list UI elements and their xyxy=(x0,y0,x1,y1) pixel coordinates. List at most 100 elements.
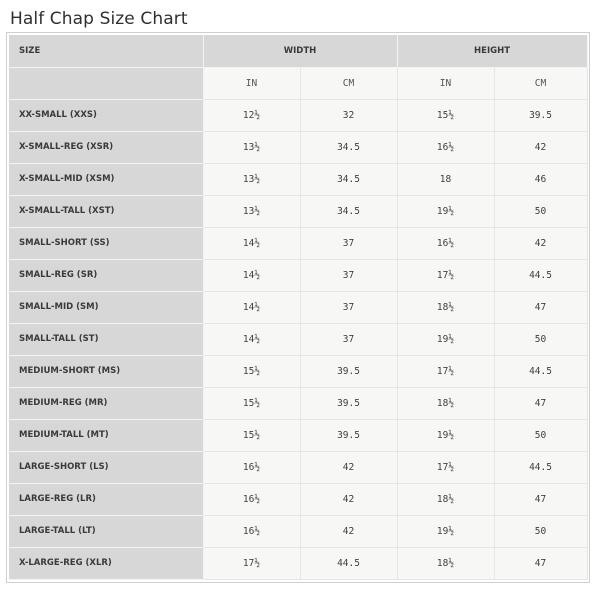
height-in-cell: 17½ xyxy=(397,259,495,292)
height-in-cell: 16½ xyxy=(397,131,495,164)
table-row: X-LARGE-REG (XLR) 17½ 44.5 18½ 47 xyxy=(9,547,588,580)
height-cm-cell: 50 xyxy=(494,323,588,356)
height-cm-cell: 39.5 xyxy=(494,99,588,132)
width-in-cell: 14½ xyxy=(203,259,301,292)
height-cm-cell: 47 xyxy=(494,291,588,324)
size-rows: XX-SMALL (XXS) 12½ 32 15½ 39.5 X-SMALL-REG (X… xyxy=(9,99,588,580)
size-cell: X-LARGE-REG (XLR) xyxy=(9,547,204,580)
width-in-cell: 16½ xyxy=(203,451,301,484)
table-row: X-SMALL-MID (XSM) 13½ 34.5 18 46 xyxy=(9,163,588,196)
header-row: SIZE WIDTH HEIGHT xyxy=(9,35,588,68)
height-in-cell: 18 xyxy=(397,163,495,196)
size-cell: SMALL-MID (SM) xyxy=(9,291,204,324)
height-cm-header: CM xyxy=(494,67,588,100)
table-row: X-SMALL-REG (XSR) 13½ 34.5 16½ 42 xyxy=(9,131,588,164)
width-column-header: WIDTH xyxy=(203,35,398,68)
width-cm-cell: 37 xyxy=(300,323,398,356)
width-in-cell: 16½ xyxy=(203,515,301,548)
height-in-header: IN xyxy=(397,67,495,100)
height-in-cell: 17½ xyxy=(397,451,495,484)
height-in-cell: 17½ xyxy=(397,355,495,388)
width-in-cell: 12½ xyxy=(203,99,301,132)
table-row: SMALL-REG (SR) 14½ 37 17½ 44.5 xyxy=(9,259,588,292)
height-in-cell: 19½ xyxy=(397,323,495,356)
height-cm-cell: 46 xyxy=(494,163,588,196)
size-cell: MEDIUM-SHORT (MS) xyxy=(9,355,204,388)
height-cm-cell: 50 xyxy=(494,195,588,228)
width-in-cell: 15½ xyxy=(203,355,301,388)
unit-header-row: IN CM IN CM xyxy=(9,67,588,100)
width-in-cell: 14½ xyxy=(203,323,301,356)
height-in-cell: 18½ xyxy=(397,547,495,580)
size-column-header: SIZE xyxy=(9,35,204,68)
table-row: LARGE-TALL (LT) 16½ 42 19½ 50 xyxy=(9,515,588,548)
width-in-cell: 15½ xyxy=(203,419,301,452)
height-in-cell: 18½ xyxy=(397,483,495,516)
table-row: XX-SMALL (XXS) 12½ 32 15½ 39.5 xyxy=(9,99,588,132)
width-cm-cell: 42 xyxy=(300,483,398,516)
table-row: SMALL-TALL (ST) 14½ 37 19½ 50 xyxy=(9,323,588,356)
height-in-cell: 15½ xyxy=(397,99,495,132)
height-column-header: HEIGHT xyxy=(397,35,588,68)
height-cm-cell: 50 xyxy=(494,515,588,548)
width-in-cell: 14½ xyxy=(203,227,301,260)
size-cell: SMALL-REG (SR) xyxy=(9,259,204,292)
width-in-cell: 13½ xyxy=(203,163,301,196)
height-cm-cell: 47 xyxy=(494,483,588,516)
table-row: MEDIUM-TALL (MT) 15½ 39.5 19½ 50 xyxy=(9,419,588,452)
size-chart-table-container: SIZE WIDTH HEIGHT IN CM IN CM XX-SMALL (… xyxy=(6,32,590,583)
height-cm-cell: 50 xyxy=(494,419,588,452)
width-in-cell: 15½ xyxy=(203,387,301,420)
height-cm-cell: 44.5 xyxy=(494,259,588,292)
size-cell: MEDIUM-TALL (MT) xyxy=(9,419,204,452)
size-cell: X-SMALL-TALL (XST) xyxy=(9,195,204,228)
width-cm-cell: 34.5 xyxy=(300,195,398,228)
width-cm-cell: 37 xyxy=(300,259,398,292)
width-in-cell: 13½ xyxy=(203,195,301,228)
width-cm-cell: 34.5 xyxy=(300,163,398,196)
width-in-cell: 16½ xyxy=(203,483,301,516)
size-cell: LARGE-TALL (LT) xyxy=(9,515,204,548)
width-cm-cell: 37 xyxy=(300,227,398,260)
width-cm-cell: 39.5 xyxy=(300,419,398,452)
width-cm-cell: 42 xyxy=(300,515,398,548)
width-in-cell: 13½ xyxy=(203,131,301,164)
height-cm-cell: 42 xyxy=(494,227,588,260)
width-cm-cell: 39.5 xyxy=(300,387,398,420)
height-cm-cell: 47 xyxy=(494,547,588,580)
table-row: SMALL-SHORT (SS) 14½ 37 16½ 42 xyxy=(9,227,588,260)
width-cm-header: CM xyxy=(300,67,398,100)
size-cell: LARGE-REG (LR) xyxy=(9,483,204,516)
size-cell: LARGE-SHORT (LS) xyxy=(9,451,204,484)
height-in-cell: 19½ xyxy=(397,515,495,548)
size-cell: X-SMALL-MID (XSM) xyxy=(9,163,204,196)
height-in-cell: 19½ xyxy=(397,419,495,452)
table-row: LARGE-SHORT (LS) 16½ 42 17½ 44.5 xyxy=(9,451,588,484)
width-cm-cell: 32 xyxy=(300,99,398,132)
table-row: LARGE-REG (LR) 16½ 42 18½ 47 xyxy=(9,483,588,516)
height-in-cell: 18½ xyxy=(397,387,495,420)
width-cm-cell: 39.5 xyxy=(300,355,398,388)
height-cm-cell: 44.5 xyxy=(494,355,588,388)
width-in-cell: 14½ xyxy=(203,291,301,324)
table-row: MEDIUM-REG (MR) 15½ 39.5 18½ 47 xyxy=(9,387,588,420)
size-cell: X-SMALL-REG (XSR) xyxy=(9,131,204,164)
width-in-header: IN xyxy=(203,67,301,100)
width-cm-cell: 42 xyxy=(300,451,398,484)
size-cell: SMALL-SHORT (SS) xyxy=(9,227,204,260)
height-in-cell: 19½ xyxy=(397,195,495,228)
height-cm-cell: 47 xyxy=(494,387,588,420)
width-cm-cell: 37 xyxy=(300,291,398,324)
height-in-cell: 16½ xyxy=(397,227,495,260)
height-in-cell: 18½ xyxy=(397,291,495,324)
height-cm-cell: 44.5 xyxy=(494,451,588,484)
table-row: X-SMALL-TALL (XST) 13½ 34.5 19½ 50 xyxy=(9,195,588,228)
size-chart-table: SIZE WIDTH HEIGHT IN CM IN CM XX-SMALL (… xyxy=(9,35,588,580)
width-cm-cell: 34.5 xyxy=(300,131,398,164)
unit-header-blank xyxy=(9,67,204,100)
height-cm-cell: 42 xyxy=(494,131,588,164)
size-cell: MEDIUM-REG (MR) xyxy=(9,387,204,420)
page-title: Half Chap Size Chart xyxy=(10,9,188,29)
size-cell: XX-SMALL (XXS) xyxy=(9,99,204,132)
width-in-cell: 17½ xyxy=(203,547,301,580)
